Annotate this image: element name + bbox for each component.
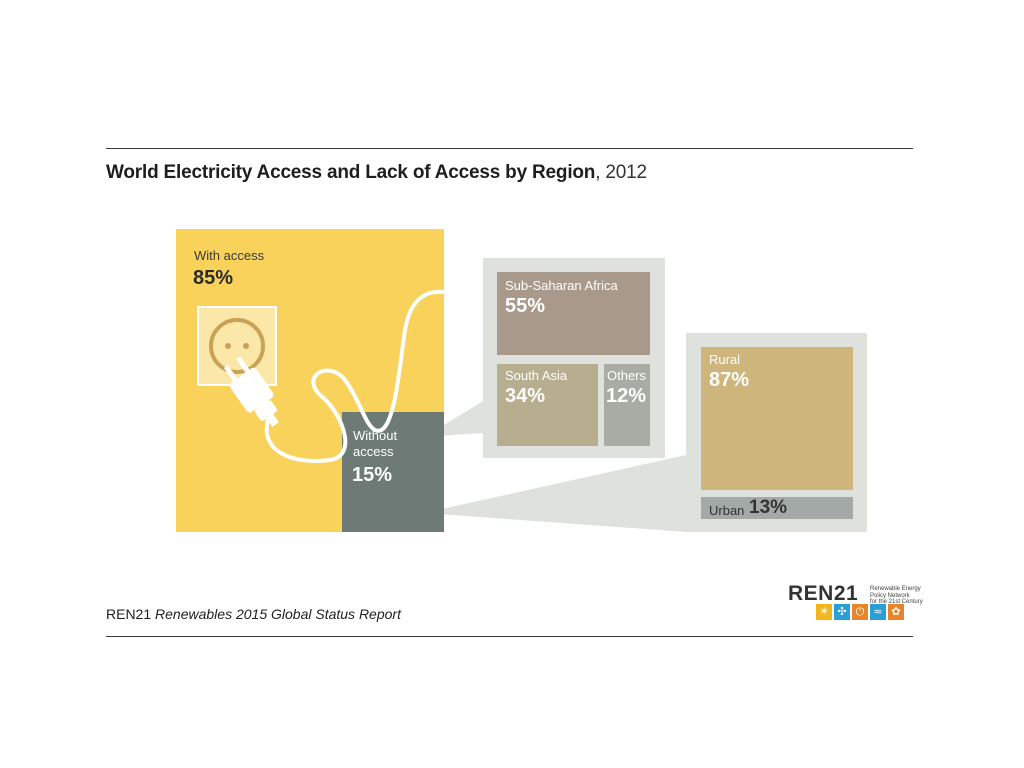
socket-icon (197, 306, 277, 386)
sun-icon: ☀ (816, 604, 832, 620)
logo-subtitle: Renewable Energy Policy Network for the … (870, 586, 923, 605)
ren21-logo-word: REN21 (788, 582, 858, 606)
connector-area (424, 455, 686, 532)
urban-value: 13% (749, 497, 788, 518)
sub-saharan-label: Sub-Saharan Africa (505, 278, 618, 293)
others-block (604, 364, 650, 446)
power-icon: ⏻ (852, 604, 868, 620)
chart-title-year: , 2012 (595, 162, 647, 183)
rural-block (701, 347, 853, 490)
rural-label: Rural (709, 352, 741, 367)
south-asia-label: South Asia (505, 368, 568, 383)
chart-title-main: World Electricity Access and Lack of Acc… (106, 162, 596, 183)
bottom-rule (106, 636, 913, 637)
logo-word-ren: REN (788, 582, 834, 605)
leaf-icon: ✿ (888, 604, 904, 620)
logo-word-num: 21 (833, 582, 859, 605)
with-access-label: With access (194, 248, 265, 263)
rural-value: 87% (709, 369, 750, 391)
plug-icon (223, 356, 279, 427)
source-report: Renewables 2015 Global Status Report (155, 606, 401, 622)
chart-title: World Electricity Access and Lack of Acc… (106, 162, 647, 184)
sub-saharan-value: 55% (505, 295, 546, 317)
others-value: 12% (606, 385, 647, 407)
wind-icon: ✣ (834, 604, 850, 620)
without-access-label: Without access (353, 428, 398, 459)
without-access-block (342, 412, 444, 532)
without-access-value: 15% (352, 464, 393, 486)
others-label: Others (607, 368, 647, 383)
with-access-value: 85% (193, 267, 234, 289)
cable-line (264, 289, 446, 463)
urban-block (701, 497, 853, 519)
south-asia-block (497, 364, 598, 446)
source-note: REN21 Renewables 2015 Global Status Repo… (106, 606, 401, 622)
logo-icons: ☀ ✣ ⏻ ≈ ✿ (816, 604, 904, 620)
top-rule (106, 148, 913, 149)
sub-saharan-block (497, 272, 650, 355)
source-org: REN21 (106, 606, 152, 622)
water-icon: ≈ (870, 604, 886, 620)
urban-label: Urban (709, 503, 745, 518)
south-asia-value: 34% (505, 385, 546, 407)
